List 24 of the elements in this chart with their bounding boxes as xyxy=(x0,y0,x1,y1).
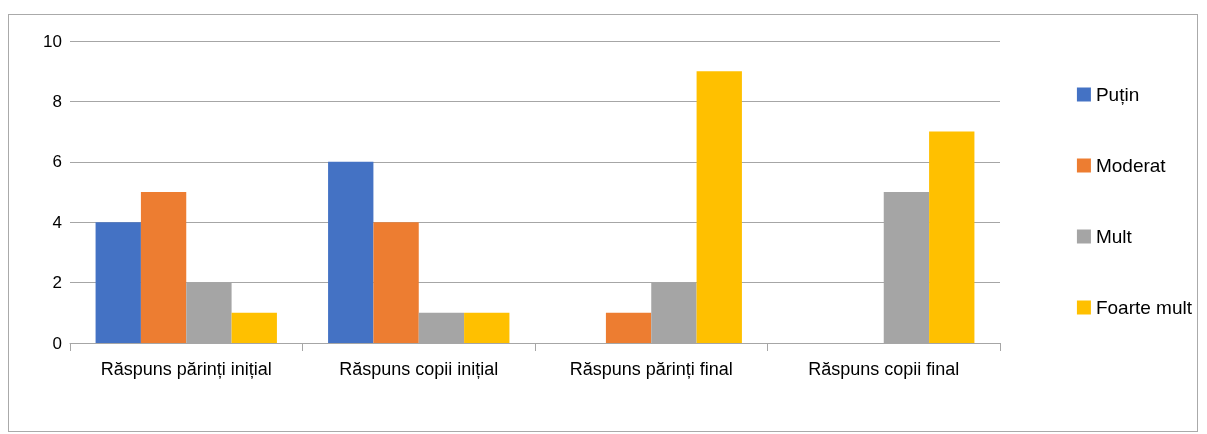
bar xyxy=(929,131,975,343)
bar xyxy=(696,71,742,343)
bar xyxy=(328,161,374,343)
bar xyxy=(95,222,141,343)
y-tick-label: 10 xyxy=(43,31,62,51)
x-tick-label: Răspuns copii inițial xyxy=(339,359,499,379)
bar xyxy=(140,192,187,343)
y-tick-label: 2 xyxy=(52,273,62,293)
y-tick-label: 0 xyxy=(52,333,62,353)
bar xyxy=(418,312,465,343)
legend-label: Puțin xyxy=(1095,84,1140,105)
y-tick-label: 4 xyxy=(52,212,62,232)
legend-label: Moderat xyxy=(1095,155,1167,176)
y-tick-label: 6 xyxy=(52,152,62,172)
x-tick-label: Răspuns părinți inițial xyxy=(100,359,272,379)
bar xyxy=(373,222,419,343)
x-tick-label: Răspuns copii final xyxy=(808,359,960,379)
legend-label: Foarte mult xyxy=(1095,297,1193,318)
bar xyxy=(464,312,510,343)
x-tick-label: Răspuns părinți final xyxy=(569,359,733,379)
bar xyxy=(231,312,277,343)
legend-label: Mult xyxy=(1095,226,1133,247)
bar xyxy=(605,312,652,343)
y-tick-label: 8 xyxy=(52,91,62,111)
